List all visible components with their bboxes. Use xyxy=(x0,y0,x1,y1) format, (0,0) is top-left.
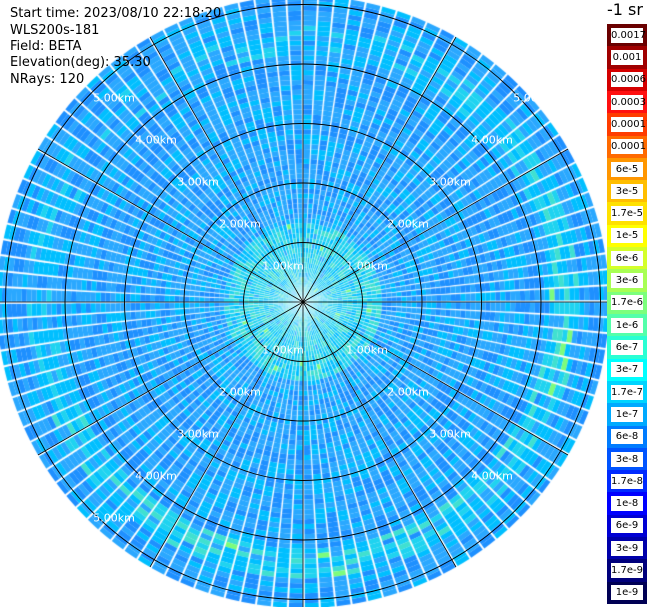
colorbar-tick-label: 1.7e-8 xyxy=(611,473,644,489)
colorbar-tick-label: 3e-8 xyxy=(611,451,643,467)
range-label-4km-ne: 4.00km xyxy=(471,133,513,147)
colorbar-tick-label: 6e-5 xyxy=(611,161,643,177)
field-label: Field: BETA xyxy=(10,39,82,54)
colorbar-tick-label: 1e-5 xyxy=(611,228,643,244)
range-rings-grid xyxy=(0,0,607,607)
colorbar-tick-label: 1e-8 xyxy=(611,496,643,512)
nrays-label: NRays: 120 xyxy=(10,72,85,87)
colorbar-tick-label: 0.001 xyxy=(611,49,643,65)
colorbar-tick-label: 1.7e-7 xyxy=(611,384,644,400)
ppi-plot: 1.00km 1.00km 1.00km 1.00km 2.00km 2.00k… xyxy=(0,0,607,607)
colorbar-tick-label: 3e-5 xyxy=(611,183,643,199)
range-label-2km-ne: 2.00km xyxy=(387,217,429,231)
range-label-1km-se: 1.00km xyxy=(346,343,388,357)
range-label-5km-nw: 5.00km xyxy=(93,91,135,105)
instrument-label: WLS200s-181 xyxy=(10,23,100,38)
range-label-2km-sw: 2.00km xyxy=(219,385,261,399)
colorbar-tick-label: 6e-7 xyxy=(611,339,643,355)
range-label-2km-nw: 2.00km xyxy=(219,217,261,231)
colorbar-tick-label: 6e-6 xyxy=(611,250,643,266)
range-label-1km-nw: 1.00km xyxy=(262,259,304,273)
range-label-3km-se: 3.00km xyxy=(429,427,471,441)
range-label-1km-ne: 1.00km xyxy=(346,259,388,273)
colorbar-tick-label: 3e-6 xyxy=(611,273,643,289)
colorbar-tick-label: 6e-8 xyxy=(611,429,643,445)
colorbar-tick-label: 0.0001 xyxy=(611,139,646,155)
colorbar-tick-label: 3e-7 xyxy=(611,362,643,378)
azimuth-spoke xyxy=(37,301,304,456)
colorbar-tick-label: 1.7e-6 xyxy=(611,295,644,311)
colorbar-tick-label: 0.0017 xyxy=(611,27,646,43)
colorbar-tick-label: 1.7e-5 xyxy=(611,206,644,222)
azimuth-spoke xyxy=(37,148,304,303)
start-time-label: Start time: 2023/08/10 22:18:20 xyxy=(10,6,222,21)
colorbar-tick-label: 3e-9 xyxy=(611,540,643,556)
colorbar-tick-label: 1.7e-9 xyxy=(611,563,644,579)
colorbar-tick-label: 6e-9 xyxy=(611,518,643,534)
azimuth-spoke xyxy=(302,36,457,303)
range-label-3km-sw: 3.00km xyxy=(177,427,219,441)
range-label-1km-sw: 1.00km xyxy=(262,343,304,357)
range-label-4km-se: 4.00km xyxy=(471,469,513,483)
range-label-4km-nw: 4.00km xyxy=(135,133,177,147)
azimuth-spoke xyxy=(302,301,569,456)
range-label-4km-sw: 4.00km xyxy=(135,469,177,483)
colorbar-tick-label: 1e-6 xyxy=(611,317,643,333)
colorbar-unit: -1 sr xyxy=(607,0,643,19)
range-label-5km-ne: 5.00km xyxy=(513,91,555,105)
azimuth-spoke xyxy=(302,301,457,568)
colorbar-tick-label: 0.00017 xyxy=(611,116,647,132)
azimuth-spoke xyxy=(149,301,304,568)
colorbar-tick-label: 1e-7 xyxy=(611,406,643,422)
colorbar-tick-label: 1e-9 xyxy=(611,585,643,601)
range-label-5km-sw: 5.00km xyxy=(93,511,135,525)
colorbar: 0.0017 0.001 0.0006 0.0003 0.00017 0.0001 6e-5… xyxy=(607,24,647,605)
range-label-3km-ne: 3.00km xyxy=(429,175,471,189)
azimuth-spoke xyxy=(302,148,569,303)
range-label-2km-se: 2.00km xyxy=(387,385,429,399)
azimuth-spoke xyxy=(149,36,304,303)
colorbar-tick-label: 0.0006 xyxy=(611,72,646,88)
range-label-3km-nw: 3.00km xyxy=(177,175,219,189)
colorbar-tick-label: 0.0003 xyxy=(611,94,646,110)
elevation-label: Elevation(deg): 35.30 xyxy=(10,55,151,70)
